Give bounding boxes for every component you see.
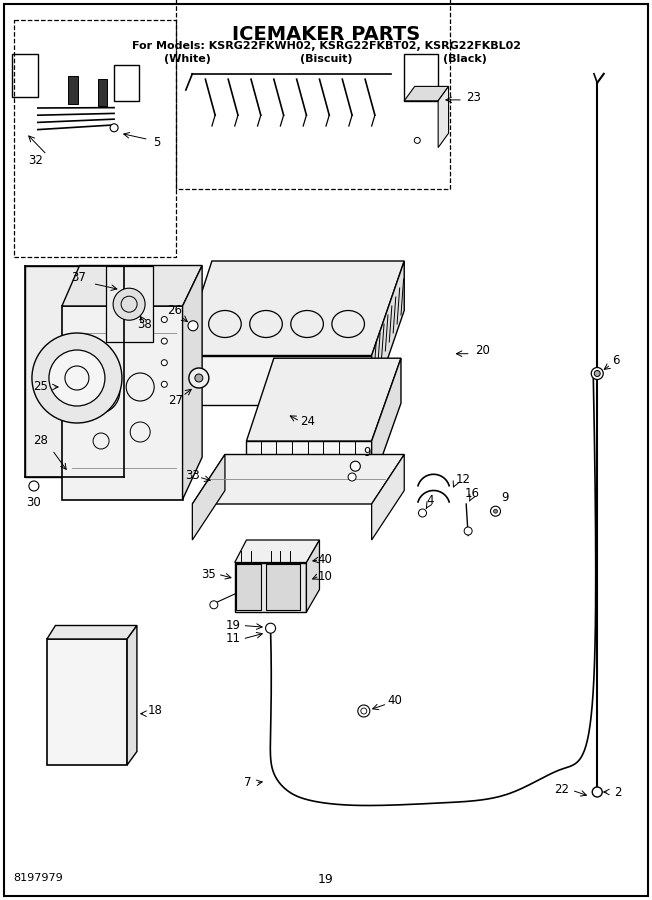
Circle shape [113,288,145,320]
Circle shape [188,320,198,331]
Circle shape [350,461,361,472]
Circle shape [110,124,118,131]
Polygon shape [235,562,306,612]
Text: 11: 11 [226,633,241,645]
Bar [176,0,450,189]
Bar [68,76,78,104]
Text: 35: 35 [201,568,216,580]
Text: 10: 10 [318,570,332,582]
Text: 8197979: 8197979 [13,873,63,883]
Text: 40: 40 [318,554,332,566]
Polygon shape [404,86,449,101]
Circle shape [49,350,105,406]
Text: 12: 12 [455,473,471,486]
Text: 25: 25 [33,381,48,393]
Circle shape [265,623,276,634]
Text: 20: 20 [475,345,490,357]
Bar [98,79,107,106]
Circle shape [195,374,203,382]
Text: 28: 28 [33,435,48,447]
Text: 22: 22 [554,783,570,796]
Text: 33: 33 [185,469,200,482]
Polygon shape [181,356,372,405]
Polygon shape [372,358,401,486]
Text: 19: 19 [226,619,241,632]
Text: 9: 9 [501,491,509,504]
Circle shape [494,509,497,513]
Polygon shape [246,441,372,486]
Circle shape [594,371,600,376]
Circle shape [161,360,168,365]
Text: 7: 7 [244,777,252,789]
Circle shape [161,338,168,344]
Text: ICEMAKER PARTS: ICEMAKER PARTS [232,25,420,44]
Circle shape [29,481,39,491]
Circle shape [32,333,122,423]
Text: For Models: KSRG22FKWH02, KSRG22FKBT02, KSRG22FKBL02: For Models: KSRG22FKWH02, KSRG22FKBT02, … [132,41,520,51]
Text: 38: 38 [138,318,152,330]
Text: 16: 16 [464,487,480,500]
Text: 37: 37 [71,271,85,284]
Text: 26: 26 [167,304,183,317]
Text: 9: 9 [363,446,371,459]
Polygon shape [236,564,261,610]
Polygon shape [47,626,137,639]
Text: 30: 30 [27,496,41,508]
Text: 27: 27 [168,394,184,407]
Circle shape [358,705,370,717]
Text: 6: 6 [612,354,620,366]
Text: (Biscuit): (Biscuit) [300,54,352,64]
Circle shape [592,787,602,797]
Text: 23: 23 [466,91,481,104]
Circle shape [490,506,501,517]
Polygon shape [192,454,225,540]
Circle shape [161,382,168,387]
Text: (White): (White) [164,54,211,64]
Circle shape [161,317,168,322]
Polygon shape [235,540,319,562]
Polygon shape [181,261,404,356]
Polygon shape [62,266,202,306]
Text: 32: 32 [29,154,43,166]
Text: 40: 40 [388,694,402,706]
Polygon shape [127,626,137,765]
Polygon shape [438,86,449,148]
Bar [14,20,176,257]
Polygon shape [192,454,404,504]
Circle shape [464,527,472,535]
Polygon shape [306,540,319,612]
Text: 2: 2 [614,786,622,798]
Polygon shape [372,261,404,405]
Polygon shape [246,358,401,441]
Circle shape [210,601,218,608]
Circle shape [591,367,603,380]
Polygon shape [25,266,124,477]
Polygon shape [62,306,183,500]
Polygon shape [106,266,153,342]
Polygon shape [47,639,127,765]
Polygon shape [266,564,300,610]
Text: 18: 18 [148,705,162,717]
Bar [12,54,38,97]
Polygon shape [183,266,202,500]
Text: 24: 24 [300,415,316,428]
Circle shape [348,473,356,481]
Text: 19: 19 [318,873,334,886]
Circle shape [419,509,426,517]
Text: 4: 4 [426,494,434,507]
Bar [404,54,438,101]
Text: 5: 5 [153,136,160,149]
Circle shape [189,368,209,388]
Polygon shape [372,454,404,540]
Text: (Black): (Black) [443,54,487,64]
Bar [114,65,139,101]
